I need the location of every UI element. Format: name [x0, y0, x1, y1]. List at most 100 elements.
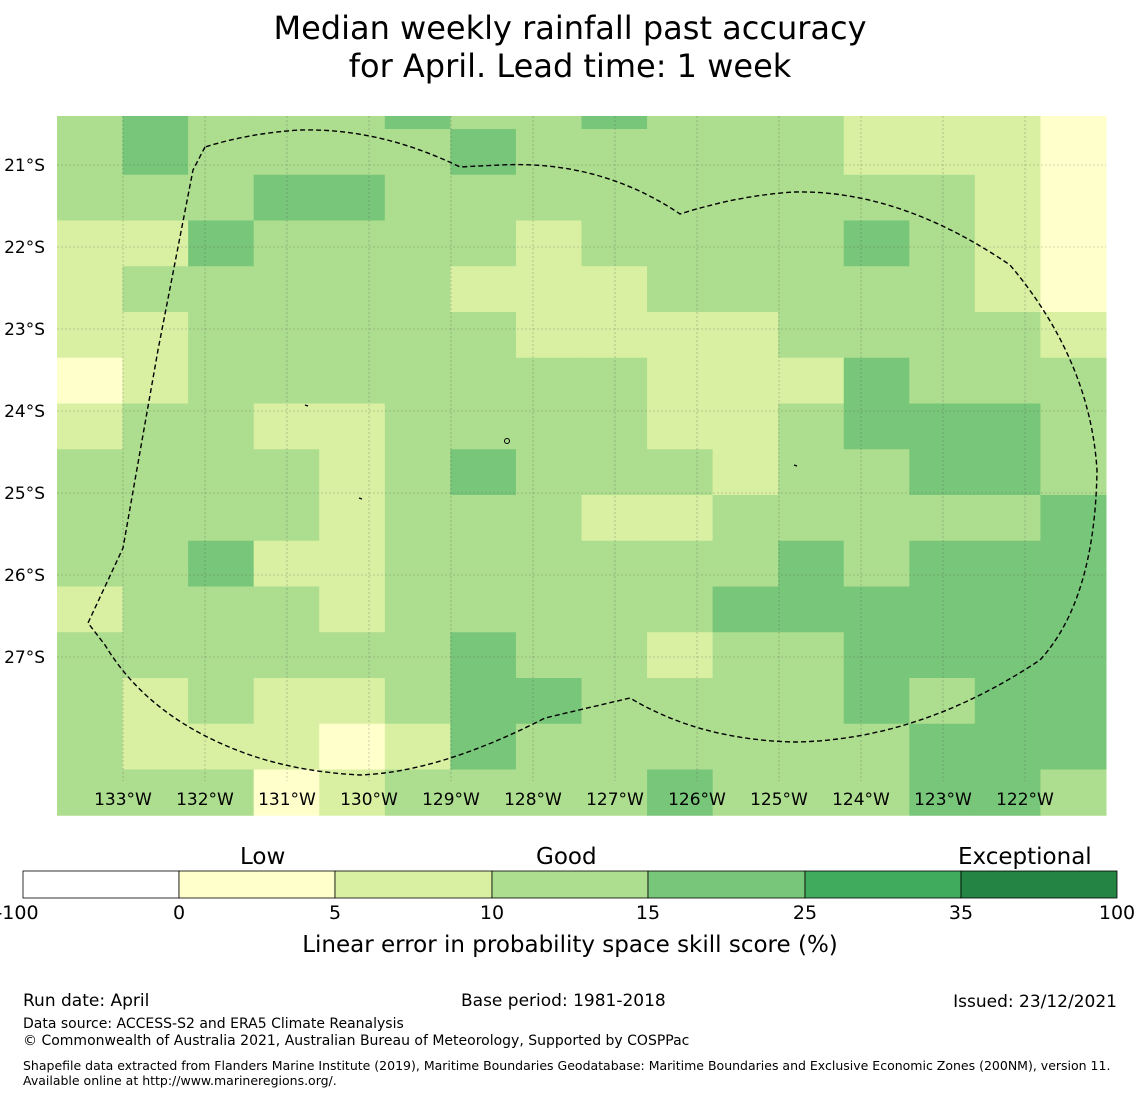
grid-cell: [712, 723, 779, 770]
grid-cell: [319, 116, 386, 130]
grid-cell: [1040, 495, 1107, 542]
grid-cell: [122, 266, 189, 313]
grid-cell: [712, 495, 779, 542]
grid-cell: [384, 312, 451, 359]
grid-cell: [1040, 266, 1107, 313]
grid-cell: [319, 540, 386, 587]
grid-cell: [712, 312, 779, 359]
grid-cell: [57, 769, 124, 816]
grid-cell: [384, 266, 451, 313]
longitude-label: 124°W: [832, 790, 890, 810]
grid-cell: [319, 266, 386, 313]
colorbar-swatch: [960, 870, 1118, 899]
grid-cell: [647, 116, 714, 130]
grid-cell: [188, 403, 255, 450]
island-shape: [304, 404, 309, 407]
colorbar-swatch: [22, 870, 180, 899]
grid-cell: [253, 116, 320, 130]
grid-cell: [57, 220, 124, 267]
longitude-label: 126°W: [668, 790, 726, 810]
grid-cell: [843, 220, 910, 267]
grid-cell: [581, 449, 648, 496]
grid-cell: [319, 312, 386, 359]
colorbar-swatch: [334, 870, 493, 899]
grid-cell: [1040, 769, 1107, 816]
grid-cell: [122, 723, 189, 770]
longitude-label: 123°W: [914, 790, 972, 810]
latitude-label: 25°S: [4, 484, 45, 504]
grid-cell: [319, 632, 386, 679]
grid-cell: [843, 116, 910, 130]
grid-cell: [712, 220, 779, 267]
grid-cell: [712, 266, 779, 313]
grid-cell: [450, 449, 517, 496]
base-period: Base period: 1981-2018: [461, 991, 666, 1011]
grid-cell: [581, 723, 648, 770]
longitude-label: 125°W: [750, 790, 808, 810]
grid-cell: [384, 403, 451, 450]
grid-cell: [974, 495, 1041, 542]
grid-cell: [188, 266, 255, 313]
grid-cell: [1040, 220, 1107, 267]
grid-cell: [188, 116, 255, 130]
grid-cell: [188, 495, 255, 542]
grid-cell: [319, 769, 386, 816]
grid-cell: [581, 174, 648, 221]
colorbar-tick: -100: [0, 902, 39, 924]
grid-cell: [384, 220, 451, 267]
grid-cell: [778, 495, 845, 542]
grid-cell: [843, 723, 910, 770]
grid-cell: [647, 632, 714, 679]
grid-cell: [57, 266, 124, 313]
grid-cells: [57, 116, 1107, 816]
grid-cell: [122, 403, 189, 450]
shapefile-credit: Shapefile data extracted from Flanders M…: [23, 1058, 1111, 1088]
grid-cell: [319, 403, 386, 450]
grid-cell: [843, 129, 910, 176]
grid-cell: [974, 174, 1041, 221]
grid-cell: [712, 769, 779, 816]
grid-cell: [778, 586, 845, 633]
grid-cell: [319, 449, 386, 496]
grid-cell: [778, 266, 845, 313]
grid-cell: [188, 678, 255, 725]
grid-cell: [778, 769, 845, 816]
grid-cell: [843, 174, 910, 221]
grid-cell: [122, 129, 189, 176]
grid-cell: [57, 495, 124, 542]
grid-cell: [974, 403, 1041, 450]
grid-cell: [319, 174, 386, 221]
grid-cell: [843, 678, 910, 725]
grid-cell: [188, 220, 255, 267]
grid-cell: [974, 357, 1041, 404]
latitude-label: 23°S: [4, 320, 45, 340]
latitude-label: 27°S: [4, 648, 45, 668]
grid-cell: [712, 174, 779, 221]
grid-cell: [1040, 449, 1107, 496]
longitude-label: 130°W: [340, 790, 398, 810]
grid-cell: [57, 449, 124, 496]
grid-cell: [450, 678, 517, 725]
grid-cell: [843, 495, 910, 542]
grid-cell: [450, 586, 517, 633]
grid-cell: [253, 723, 320, 770]
grid-cell: [843, 357, 910, 404]
grid-cell: [515, 116, 582, 130]
grid-cell: [319, 129, 386, 176]
colorbar-category-exceptional: Exceptional: [958, 844, 1092, 870]
grid-cell: [647, 312, 714, 359]
grid-cell: [319, 723, 386, 770]
grid-cell: [1040, 116, 1107, 130]
colorbar-tick: 10: [479, 902, 505, 924]
latitude-label: 21°S: [4, 156, 45, 176]
latitude-label: 24°S: [4, 402, 45, 422]
grid-cell: [188, 723, 255, 770]
grid-cell: [1040, 174, 1107, 221]
grid-cell: [909, 632, 976, 679]
grid-cell: [581, 632, 648, 679]
grid-cell: [1040, 129, 1107, 176]
grid-cell: [57, 540, 124, 587]
grid-cell: [778, 403, 845, 450]
grid-cell: [581, 403, 648, 450]
eez-boundary: [87, 129, 1098, 776]
